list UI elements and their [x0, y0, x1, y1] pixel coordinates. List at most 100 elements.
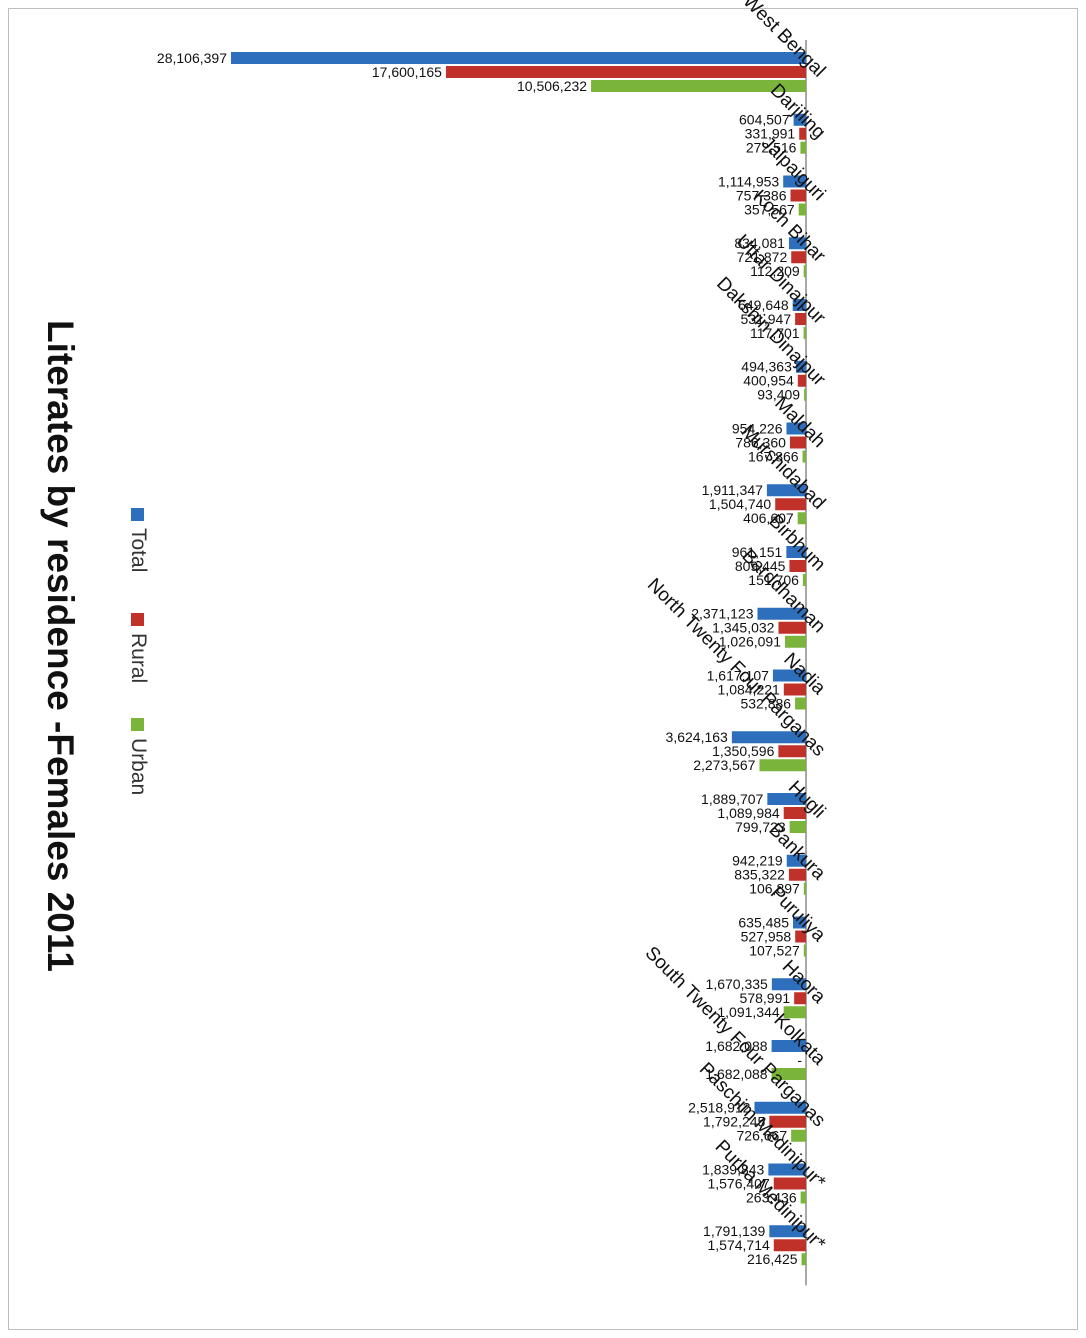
- legend: Total Rural Urban: [127, 508, 150, 795]
- bar-urban-paschim-medinipur: [800, 1191, 806, 1204]
- bar-urban-darjiling: [800, 141, 806, 154]
- value-label-rural-barddhaman: 1,345,032: [712, 620, 774, 636]
- value-label-rural-nadia: 1,084,221: [718, 682, 780, 698]
- value-label-rural-murshidabad: 1,504,740: [709, 496, 771, 512]
- value-label-urban-birbhum: 151,706: [748, 572, 799, 588]
- bar-rural-birbhum: [789, 560, 806, 572]
- value-label-rural-paschim-medinipur: 1,576,407: [707, 1176, 769, 1192]
- value-label-rural-koch-bihar: 721,872: [737, 249, 788, 265]
- value-label-total-south-twenty-four-parganas: 2,518,912: [688, 1100, 750, 1116]
- chart-frame: [8, 8, 1078, 1330]
- bar-total-dakshin-dinajpur: [795, 360, 806, 373]
- value-label-urban-south-twenty-four-parganas: 726,667: [737, 1128, 788, 1144]
- value-label-rural-kolkata: -: [797, 1052, 802, 1068]
- value-label-rural-puruliya: 527,958: [741, 929, 792, 945]
- value-label-rural-south-twenty-four-parganas: 1,792,245: [703, 1114, 765, 1130]
- bar-rural-haora: [794, 992, 806, 1005]
- bar-urban-kolkata: [771, 1068, 806, 1080]
- bar-total-west-bengal: [231, 52, 806, 64]
- bar-urban-dakshin-dinajpur: [804, 388, 806, 401]
- bar-rural-paschim-medinipur: [773, 1177, 806, 1190]
- chart-title: Literates by residence -Females 2011: [40, 320, 81, 972]
- bar-rural-nadia: [783, 683, 806, 696]
- bar-urban-south-twenty-four-parganas: [791, 1129, 806, 1142]
- value-label-total-north-twenty-four-parganas: 3,624,163: [666, 729, 728, 745]
- bar-total-south-twenty-four-parganas: [754, 1101, 806, 1114]
- value-label-rural-maldah: 786,360: [735, 435, 786, 451]
- bar-urban-barddhaman: [785, 635, 806, 648]
- value-label-total-birbhum: 961,151: [732, 544, 783, 560]
- bar-urban-murshidabad: [797, 512, 806, 525]
- bar-urban-hugli: [789, 821, 806, 833]
- value-label-total-west-bengal: 28,106,397: [157, 50, 227, 66]
- value-label-urban-koch-bihar: 112,209: [750, 263, 800, 279]
- bar-rural-dakshin-dinajpur: [797, 374, 806, 387]
- value-label-total-barddhaman: 2,371,123: [691, 606, 753, 622]
- bar-total-paschim-medinipur: [768, 1163, 806, 1176]
- legend-swatch-rural: [131, 613, 144, 626]
- value-label-urban-bankura: 106,897: [749, 881, 800, 897]
- value-label-rural-darjiling: 331,991: [745, 126, 796, 142]
- value-label-urban-nadia: 532,886: [740, 696, 791, 712]
- bar-total-purba-medinipur: [769, 1225, 806, 1238]
- bar-urban-bankura: [803, 882, 806, 895]
- value-label-rural-uttar-dinajpur: 531,947: [741, 311, 792, 327]
- value-label-urban-dakshin-dinajpur: 93,409: [757, 387, 800, 403]
- value-label-urban-uttar-dinajpur: 117,701: [750, 325, 800, 341]
- value-label-urban-darjiling: 272,516: [746, 140, 797, 156]
- bar-total-birbhum: [786, 546, 806, 558]
- legend-swatch-total: [131, 508, 144, 521]
- bar-total-puruliya: [792, 916, 806, 929]
- bar-rural-uttar-dinajpur: [795, 313, 806, 325]
- value-label-rural-jalpaiguri: 757,386: [736, 188, 787, 204]
- bar-rural-murshidabad: [775, 498, 806, 511]
- bar-rural-darjiling: [799, 127, 806, 140]
- bar-rural-jalpaiguri: [790, 189, 806, 202]
- bar-urban-koch-bihar: [803, 265, 806, 278]
- bar-total-maldah: [786, 422, 806, 435]
- bar-total-nadia: [772, 669, 806, 682]
- value-label-rural-haora: 578,991: [740, 990, 791, 1006]
- value-label-urban-purba-medinipur: 216,425: [747, 1251, 798, 1267]
- value-label-rural-dakshin-dinajpur: 400,954: [743, 373, 794, 389]
- value-label-urban-west-bengal: 10,506,232: [517, 78, 587, 94]
- bar-rural-south-twenty-four-parganas: [769, 1115, 806, 1128]
- bar-total-murshidabad: [766, 484, 806, 497]
- legend-label-rural: Rural: [127, 633, 150, 683]
- value-label-urban-barddhaman: 1,026,091: [719, 634, 781, 650]
- value-label-total-kolkata: 1,682,088: [705, 1038, 767, 1054]
- bar-urban-west-bengal: [591, 80, 806, 92]
- bar-total-bankura: [786, 854, 806, 867]
- bar-urban-north-twenty-four-parganas: [759, 759, 806, 772]
- value-label-total-paschim-medinipur: 1,839,843: [702, 1162, 764, 1178]
- value-label-rural-north-twenty-four-parganas: 1,350,596: [712, 743, 774, 759]
- value-label-urban-hugli: 799,723: [735, 819, 786, 835]
- bar-total-north-twenty-four-parganas: [731, 731, 806, 744]
- bar-rural-bankura: [788, 868, 806, 881]
- bar-total-haora: [771, 978, 806, 991]
- value-labels: 28,106,397 17,600,165 10,506,232 604,507331…: [157, 50, 802, 1267]
- value-label-urban-haora: 1,091,344: [717, 1004, 779, 1020]
- value-label-rural-birbhum: 809,445: [735, 558, 786, 574]
- value-label-total-hugli: 1,889,707: [701, 791, 763, 807]
- bar-rural-koch-bihar: [791, 251, 806, 264]
- value-label-total-purba-medinipur: 1,791,139: [703, 1223, 765, 1239]
- bar-urban-purba-medinipur: [801, 1253, 806, 1266]
- value-label-total-koch-bihar: 834,081: [734, 235, 785, 251]
- bar-urban-puruliya: [803, 944, 806, 957]
- bar-rural-west-bengal: [445, 66, 806, 78]
- value-label-urban-kolkata: 1,682,088: [705, 1066, 767, 1082]
- value-label-urban-jalpaiguri: 357,567: [744, 202, 795, 218]
- bar-urban-birbhum: [802, 574, 806, 586]
- bar-rural-purba-medinipur: [773, 1239, 806, 1252]
- value-label-total-murshidabad: 1,911,347: [702, 482, 763, 498]
- bar-total-kolkata: [771, 1040, 806, 1052]
- value-label-total-dakshin-dinajpur: 494,363: [741, 359, 792, 375]
- bar-total-hugli: [767, 793, 806, 805]
- value-label-urban-puruliya: 107,527: [749, 943, 800, 959]
- bar-total-jalpaiguri: [783, 175, 806, 188]
- value-label-total-jalpaiguri: 1,114,953: [718, 174, 779, 190]
- bar-urban-maldah: [802, 450, 806, 463]
